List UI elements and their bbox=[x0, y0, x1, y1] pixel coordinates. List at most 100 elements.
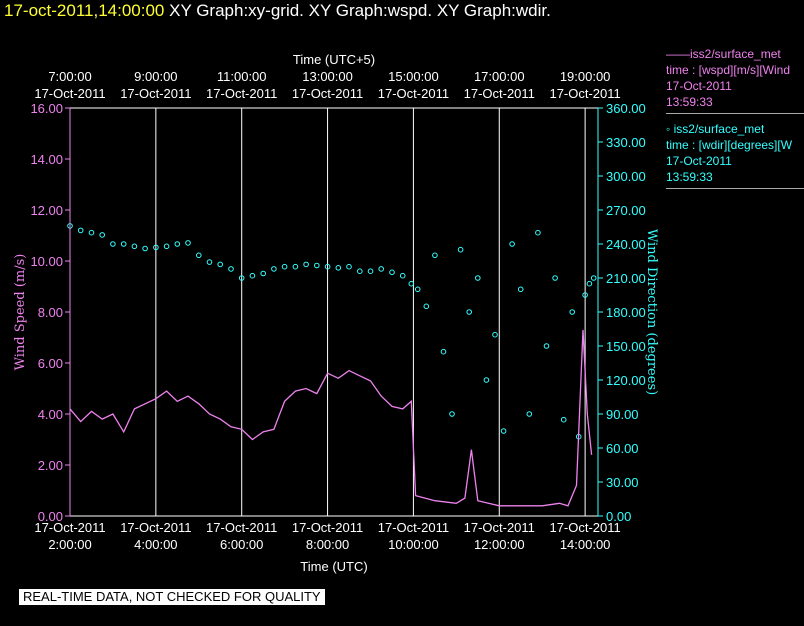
wdir-point bbox=[357, 268, 363, 275]
y-right-tick-label: 300.00 bbox=[606, 169, 646, 184]
y-left-tick-label: 6.00 bbox=[38, 356, 63, 371]
x-top-tick-time: 15:00:00 bbox=[388, 69, 439, 84]
legend-wspd-marker: —— bbox=[666, 47, 690, 61]
wdir-point bbox=[389, 269, 395, 276]
wdir-point bbox=[163, 243, 170, 250]
y-left-tick-label: 8.00 bbox=[38, 305, 63, 320]
x-top-tick-date: 17-Oct-2011 bbox=[34, 86, 105, 101]
y-left-tick-label: 2.00 bbox=[38, 458, 63, 473]
wdir-point bbox=[378, 266, 385, 272]
x-tick-time: 14:00:00 bbox=[560, 537, 611, 552]
y-right-tick-label: 120.00 bbox=[606, 373, 646, 388]
x-top-tick-time: 7:00:00 bbox=[48, 69, 91, 84]
wdir-point bbox=[281, 263, 288, 270]
wdir-point bbox=[120, 241, 127, 247]
x-top-tick-date: 17-Oct-2011 bbox=[292, 86, 363, 101]
legend-wdir-desc: time : [wdir][degrees][W bbox=[666, 138, 793, 152]
wdir-point bbox=[432, 252, 438, 259]
legend-wspd-time: 13:59:33 bbox=[666, 95, 713, 109]
wdir-point bbox=[560, 416, 567, 423]
wdir-point bbox=[552, 275, 558, 281]
y-right-axis-label: Wind Direction (degrees) bbox=[644, 229, 659, 395]
wdir-point bbox=[77, 227, 84, 234]
qc-warning-banner: REAL-TIME DATA, NOT CHECKED FOR QUALITY bbox=[19, 589, 325, 605]
x-top-tick-time: 11:00:00 bbox=[217, 69, 267, 84]
legend-wdir-date: 17-Oct-2011 bbox=[666, 154, 732, 168]
x-top-tick-date: 17-Oct-2011 bbox=[549, 86, 620, 101]
legend-divider bbox=[666, 113, 804, 114]
wdir-series bbox=[67, 223, 597, 440]
y-left-axis-label: Wind Speed (m/s) bbox=[13, 254, 28, 371]
wdir-point bbox=[440, 348, 447, 355]
wdir-point bbox=[535, 229, 541, 236]
y-left-tick-label: 16.00 bbox=[30, 101, 63, 116]
wdir-point bbox=[174, 241, 181, 247]
wdir-point bbox=[466, 309, 473, 315]
y-left-tick-label: 14.00 bbox=[30, 152, 63, 167]
y-right-tick-label: 210.00 bbox=[606, 271, 646, 286]
wdir-point bbox=[509, 241, 515, 247]
x-top-tick-time: 17:00:00 bbox=[474, 69, 525, 84]
wspd-series bbox=[69, 329, 593, 507]
wdir-point bbox=[449, 411, 455, 417]
legend-wdir-time: 13:59:33 bbox=[666, 170, 713, 184]
wdir-point bbox=[582, 292, 588, 298]
wdir-point bbox=[517, 286, 524, 293]
y-right-tick-label: 240.00 bbox=[606, 237, 646, 252]
x-tick-time: 10:00:00 bbox=[388, 537, 439, 552]
x-top-tick-date: 17-Oct-2011 bbox=[464, 86, 535, 101]
y-left-tick-label: 0.00 bbox=[38, 509, 63, 524]
x-axis-label: Time (UTC) bbox=[300, 559, 367, 574]
wdir-point bbox=[500, 428, 507, 434]
y-right-tick-label: 90.00 bbox=[606, 407, 639, 422]
y-left-tick-label: 12.00 bbox=[30, 203, 63, 218]
wdir-point bbox=[423, 303, 430, 310]
legend-wdir-name: iss2/surface_met bbox=[673, 122, 765, 136]
x-tick-date: 17-Oct-2011 bbox=[34, 520, 105, 535]
x-top-tick-time: 19:00:00 bbox=[560, 69, 611, 84]
x-top-tick-time: 13:00:00 bbox=[302, 69, 353, 84]
x-tick-date: 17-Oct-2011 bbox=[464, 520, 535, 535]
x-tick-date: 17-Oct-2011 bbox=[120, 520, 191, 535]
wdir-point bbox=[88, 229, 95, 236]
wdir-point bbox=[324, 263, 331, 270]
wdir-point bbox=[492, 331, 498, 338]
wdir-point bbox=[110, 241, 116, 247]
wdir-point bbox=[131, 243, 138, 250]
wdir-point bbox=[238, 275, 245, 281]
x-tick-time: 12:00:00 bbox=[474, 537, 525, 552]
wdir-point bbox=[475, 275, 481, 281]
legend-wspd: ——iss2/surface_met time : [wspd][m/s][Wi… bbox=[666, 46, 804, 114]
wdir-point bbox=[142, 245, 148, 252]
y-right-tick-label: 0.00 bbox=[606, 509, 631, 524]
wdir-point bbox=[399, 272, 406, 279]
x-top-tick-time: 9:00:00 bbox=[134, 69, 177, 84]
wdir-point bbox=[526, 411, 533, 417]
wdir-point bbox=[457, 246, 464, 253]
wdir-point bbox=[196, 252, 202, 259]
title-timestamp: 17-oct-2011,14:00:00 bbox=[4, 1, 165, 20]
wdir-point bbox=[543, 343, 550, 349]
x-tick-date: 17-Oct-2011 bbox=[549, 520, 620, 535]
y-left-tick-label: 10.00 bbox=[30, 254, 63, 269]
x-top-tick-date: 17-Oct-2011 bbox=[120, 86, 191, 101]
legend-wspd-desc: time : [wspd][m/s][Wind bbox=[666, 63, 791, 77]
wdir-point bbox=[271, 266, 277, 272]
wdir-point bbox=[335, 265, 342, 271]
wdir-point bbox=[483, 377, 490, 383]
wspd-line bbox=[69, 329, 593, 507]
grid-layer bbox=[155, 108, 586, 516]
x-top-tick-date: 17-Oct-2011 bbox=[206, 86, 277, 101]
wdir-point bbox=[586, 280, 593, 287]
y-right-tick-label: 150.00 bbox=[606, 339, 646, 354]
wdir-point bbox=[99, 232, 105, 238]
wdir-point bbox=[206, 259, 213, 265]
wdir-point bbox=[185, 240, 191, 246]
x-tick-date: 17-Oct-2011 bbox=[378, 520, 449, 535]
x-tick-time: 2:00:00 bbox=[48, 537, 91, 552]
y-right-tick-label: 30.00 bbox=[606, 475, 639, 490]
wdir-point bbox=[367, 268, 374, 275]
wdir-point bbox=[569, 309, 576, 315]
wdir-point bbox=[153, 244, 159, 251]
